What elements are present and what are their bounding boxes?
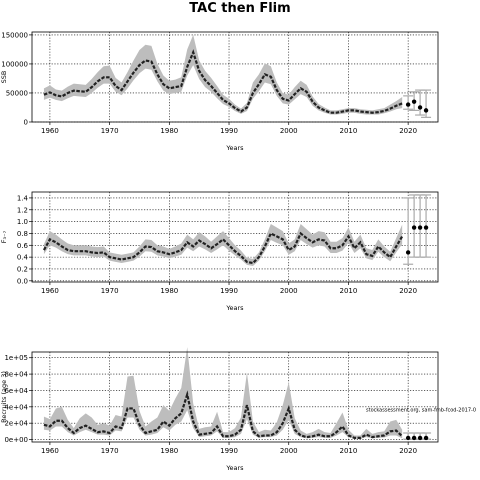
x-tick-label: 1970 bbox=[101, 447, 119, 455]
y-tick-label: 0.8 bbox=[17, 230, 28, 238]
y-tick-label: 0.0 bbox=[17, 277, 28, 285]
x-tick-label: 2000 bbox=[280, 127, 298, 135]
ssb-forecast-point bbox=[405, 102, 411, 107]
chart-title: TAC then Flim bbox=[189, 1, 291, 16]
fbar-panel: 1960 1970 1980 1990 2000 2010 2020 0.0 0.2 0.4 0.6… bbox=[0, 191, 439, 312]
x-tick-label: 1960 bbox=[41, 127, 59, 135]
x-tick-label: 2020 bbox=[399, 287, 417, 295]
x-tick-label: 1980 bbox=[160, 127, 178, 135]
x-tick-label: 2010 bbox=[340, 287, 358, 295]
y-tick-label: 0 bbox=[24, 119, 28, 127]
x-tick-label: 2010 bbox=[340, 127, 358, 135]
ssb-plot-frame bbox=[31, 31, 439, 123]
fbar-forecast-point bbox=[423, 225, 429, 230]
y-tick-label: 0.4 bbox=[17, 254, 29, 262]
ssb-y-axis-label: SSB bbox=[0, 71, 8, 84]
x-tick-label: 1970 bbox=[101, 127, 119, 135]
recruits-forecast-point bbox=[405, 435, 411, 441]
y-tick-label: 150000 bbox=[1, 31, 28, 39]
x-tick-label: 1960 bbox=[41, 447, 59, 455]
y-tick-label: 2e+04 bbox=[4, 420, 28, 428]
x-tick-label: 1980 bbox=[160, 447, 178, 455]
recruits-x-axis-label: Years bbox=[225, 464, 244, 472]
x-tick-label: 1990 bbox=[220, 447, 238, 455]
x-tick-label: 1990 bbox=[220, 127, 238, 135]
y-tick-label: 50000 bbox=[6, 89, 28, 97]
fbar-plot-frame bbox=[31, 191, 439, 283]
recruits-forecast-point bbox=[417, 435, 423, 441]
y-tick-label: 1.4 bbox=[17, 194, 29, 202]
recruits-confidence-band bbox=[43, 347, 403, 439]
x-tick-label: 1960 bbox=[41, 287, 59, 295]
fbar-confidence-band bbox=[43, 223, 403, 267]
recruits-estimate-line bbox=[43, 390, 403, 440]
x-tick-label: 2020 bbox=[399, 447, 417, 455]
x-tick-label: 2000 bbox=[280, 447, 298, 455]
y-tick-label: 1.0 bbox=[17, 218, 28, 226]
ssb-x-axis-label: Years bbox=[225, 144, 244, 152]
y-tick-label: 4e+04 bbox=[4, 403, 28, 411]
recruits-y-axis-label: Recruits (age 3) bbox=[0, 371, 8, 423]
recruits-plot-frame bbox=[31, 351, 439, 443]
x-tick-label: 2020 bbox=[399, 127, 417, 135]
recruits-forecast-point bbox=[423, 435, 429, 441]
ssb-panel: 1960 1970 1980 1990 2000 2010 2020 0 50000 100000… bbox=[0, 31, 439, 152]
ssb-forecast-point bbox=[411, 99, 417, 104]
x-tick-label: 2010 bbox=[340, 447, 358, 455]
y-tick-label: 0.2 bbox=[17, 265, 28, 273]
y-tick-label: 8e+04 bbox=[4, 371, 28, 379]
y-tick-label: 100000 bbox=[1, 60, 28, 68]
fbar-forecast-point bbox=[411, 225, 417, 230]
fbar-estimate-line bbox=[42, 231, 404, 265]
recruits-forecast-point bbox=[411, 435, 417, 441]
y-tick-label: 1.2 bbox=[17, 206, 28, 214]
y-tick-label: 0e+00 bbox=[4, 436, 28, 444]
y-tick-label: 1e+05 bbox=[4, 354, 28, 362]
fbar-x-axis-label: Years bbox=[225, 304, 244, 312]
y-tick-label: 0.6 bbox=[17, 242, 29, 250]
ssb-forecast-point bbox=[417, 105, 423, 110]
x-tick-label: 1990 bbox=[220, 287, 238, 295]
x-tick-label: 1980 bbox=[160, 287, 178, 295]
ssb-estimate-line bbox=[43, 49, 403, 114]
fbar-forecast-point bbox=[417, 225, 423, 230]
recruits-source-annotation: stockassessment.org, sam-fmb-fcod-2017-0 bbox=[366, 407, 476, 413]
recruits-panel: 1960 1970 1980 1990 2000 2010 2020 0e+00 2e+04 4e… bbox=[0, 347, 476, 472]
x-tick-label: 2000 bbox=[280, 287, 298, 295]
ssb-forecast-point bbox=[423, 108, 429, 113]
fbar-forecast-point bbox=[405, 250, 411, 255]
y-tick-label: 6e+04 bbox=[4, 387, 28, 395]
x-tick-label: 1970 bbox=[101, 287, 119, 295]
fbar-y-axis-label: F₃₋₇ bbox=[0, 230, 8, 243]
